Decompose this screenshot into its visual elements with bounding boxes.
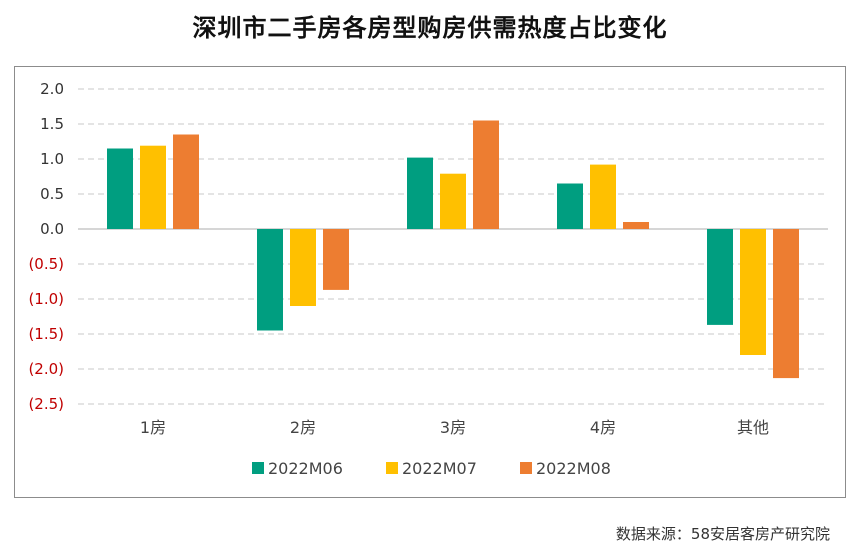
- bar: [407, 157, 433, 229]
- legend-label: 2022M07: [402, 459, 477, 478]
- bar: [590, 164, 616, 229]
- chart-frame: [14, 66, 846, 498]
- category-label: 1房: [140, 418, 166, 437]
- y-tick-label: 2.0: [40, 80, 64, 98]
- bar: [623, 222, 649, 229]
- bar: [473, 120, 499, 229]
- legend-swatch: [386, 462, 398, 474]
- y-tick-label: 1.5: [40, 115, 64, 133]
- legend-swatch: [252, 462, 264, 474]
- bar: [257, 229, 283, 331]
- y-tick-label: 0.5: [40, 185, 64, 203]
- y-tick-label: 1.0: [40, 150, 64, 168]
- legend-label: 2022M06: [268, 459, 343, 478]
- category-label: 4房: [590, 418, 616, 437]
- legend-swatch: [520, 462, 532, 474]
- bar: [740, 229, 766, 355]
- legend-label: 2022M08: [536, 459, 611, 478]
- bar: [140, 145, 166, 229]
- bar: [557, 183, 583, 229]
- source-note: 数据来源：58安居客房产研究院: [615, 525, 830, 543]
- category-label: 其他: [737, 418, 769, 437]
- bar: [707, 229, 733, 325]
- bar: [107, 148, 133, 229]
- y-tick-label: (2.5): [28, 395, 64, 413]
- y-tick-label: (1.5): [28, 325, 64, 343]
- bar: [173, 134, 199, 229]
- y-tick-label: (1.0): [28, 290, 64, 308]
- y-tick-label: (2.0): [28, 360, 64, 378]
- category-label: 3房: [440, 418, 466, 437]
- chart-title: 深圳市二手房各房型购房供需热度占比变化: [192, 14, 668, 42]
- bar: [773, 229, 799, 379]
- y-tick-label: (0.5): [28, 255, 64, 273]
- bar: [440, 173, 466, 229]
- bar: [290, 229, 316, 306]
- category-label: 2房: [290, 418, 316, 437]
- bar: [323, 229, 349, 290]
- y-tick-label: 0.0: [40, 220, 64, 238]
